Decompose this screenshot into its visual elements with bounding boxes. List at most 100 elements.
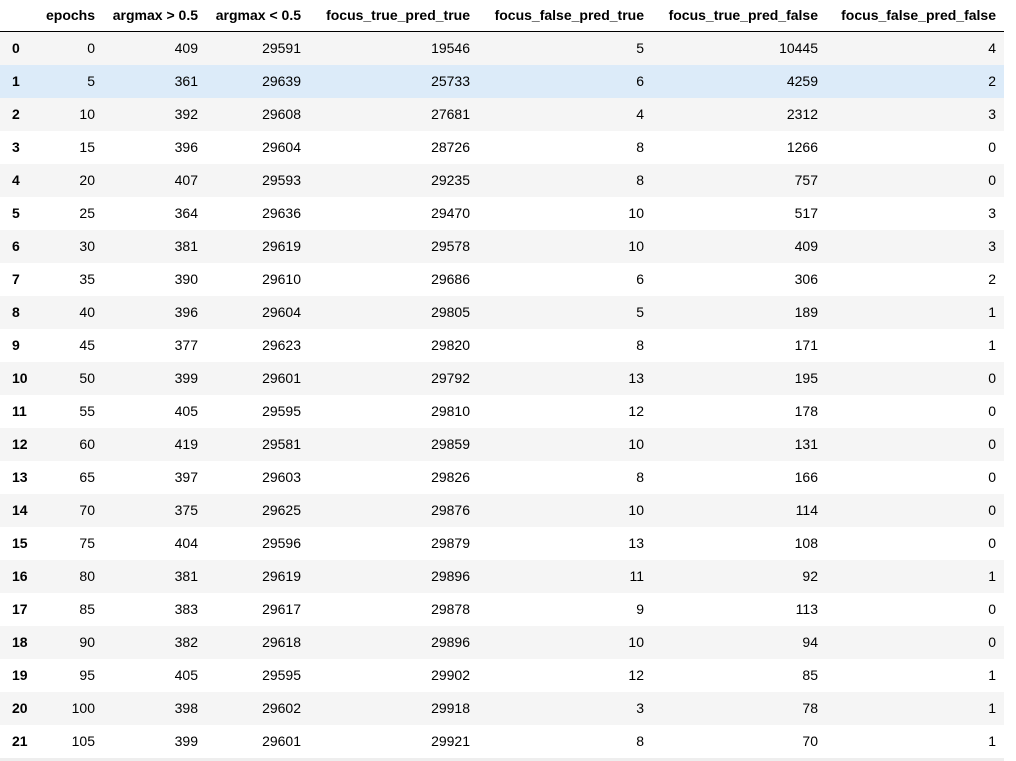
table-bottom-edge: [0, 757, 1004, 761]
table-cell: 30: [79, 238, 95, 254]
row-index: 7: [12, 271, 20, 287]
table-cell: 377: [174, 337, 198, 353]
column-header-epochs: epochs: [45, 6, 95, 23]
table-row: 11 55 405 29595 29810 12 178 0: [0, 395, 1004, 428]
table-cell: 35: [79, 271, 95, 287]
table-cell: 8: [636, 733, 644, 749]
table-row: 10 50 399 29601 29792 13 195 0: [0, 361, 1004, 395]
table-cell: 100: [71, 700, 95, 716]
table-cell: 29619: [262, 238, 301, 254]
table-cell: 29610: [262, 271, 301, 287]
table-cell: 29792: [431, 370, 470, 386]
table-cell: 29603: [262, 469, 301, 485]
column-header-focus-true-pred-false: focus_true_pred_false: [668, 6, 818, 23]
table-cell: 29618: [262, 634, 301, 650]
table-row: 19 95 405 29595 29902 12 85 1: [0, 659, 1004, 692]
row-index: 6: [12, 238, 20, 254]
table-cell: 178: [794, 403, 818, 419]
table-row: 9 45 377 29623 29820 8 171 1: [0, 329, 1004, 362]
table-cell: 10: [628, 436, 644, 452]
table-cell: 29921: [431, 733, 470, 749]
table-cell: 166: [794, 469, 818, 485]
header-row: epochs argmax > 0.5 argmax < 0.5 focus_t…: [0, 0, 1004, 32]
table-cell: 8: [636, 469, 644, 485]
row-index: 5: [12, 205, 20, 221]
table-cell: 29601: [262, 370, 301, 386]
table-cell: 10: [628, 238, 644, 254]
table-row: 12 60 419 29581 29859 10 131 0: [0, 427, 1004, 461]
table-cell: 13: [628, 535, 644, 551]
table-row: 3 15 396 29604 28726 8 1266 0: [0, 131, 1004, 164]
row-index: 4: [12, 172, 20, 188]
table-cell: 29878: [431, 601, 470, 617]
table-cell: 105: [71, 733, 95, 749]
table-cell: 195: [794, 370, 818, 386]
table-cell: 114: [795, 502, 818, 518]
table-cell: 131: [794, 436, 818, 452]
table-row: 16 80 381 29619 29896 11 92 1: [0, 559, 1004, 593]
row-index: 16: [12, 568, 28, 584]
table-cell: 10: [628, 502, 644, 518]
column-header-argmax-lt: argmax < 0.5: [215, 6, 301, 23]
column-header-argmax-gt: argmax > 0.5: [112, 6, 198, 23]
table-cell: 29470: [431, 205, 470, 221]
table-row: 13 65 397 29603 29826 8 166 0: [0, 461, 1004, 494]
table-cell: 29625: [262, 502, 301, 518]
table-cell: 65: [79, 469, 95, 485]
table-row: 7 35 390 29610 29686 6 306 2: [0, 263, 1004, 296]
table-row: 5 25 364 29636 29470 10 517 3: [0, 197, 1004, 230]
table-cell: 29578: [431, 238, 470, 254]
table-cell: 29602: [262, 700, 301, 716]
table-cell: 29581: [262, 436, 301, 452]
table-cell: 50: [79, 370, 95, 386]
table-cell: 0: [988, 139, 996, 155]
table-cell: 399: [174, 370, 198, 386]
table-cell: 28726: [431, 139, 470, 155]
table-cell: 13: [628, 370, 644, 386]
table-cell: 29636: [262, 205, 301, 221]
table-cell: 95: [79, 667, 95, 683]
table-cell: 0: [988, 469, 996, 485]
table-row: 17 85 383 29617 29878 9 113 0: [0, 593, 1004, 626]
table-cell: 381: [174, 238, 198, 254]
table-cell: 29617: [262, 601, 301, 617]
table-cell: 29805: [431, 304, 470, 320]
table-cell: 29826: [431, 469, 470, 485]
table-cell: 392: [174, 106, 198, 122]
table-cell: 29595: [262, 667, 301, 683]
column-header-focus-false-pred-true: focus_false_pred_true: [494, 6, 644, 23]
table-cell: 10: [628, 205, 644, 221]
table-cell: 405: [174, 403, 198, 419]
table-cell: 29639: [262, 73, 301, 89]
row-index: 13: [12, 469, 28, 485]
table-cell: 1: [988, 700, 996, 716]
table-cell: 108: [794, 535, 818, 551]
table-cell: 381: [174, 568, 198, 584]
table-cell: 0: [988, 370, 996, 386]
table-row: 8 40 396 29604 29805 5 189 1: [0, 295, 1004, 329]
table-cell: 29595: [262, 403, 301, 419]
table-cell: 40: [79, 304, 95, 320]
row-index: 19: [12, 667, 28, 683]
table-cell: 3: [636, 700, 644, 716]
table-cell: 397: [174, 469, 198, 485]
table-cell: 390: [174, 271, 198, 287]
table-cell: 419: [174, 436, 198, 452]
table-cell: 92: [802, 568, 818, 584]
table-cell: 0: [988, 601, 996, 617]
table-cell: 10: [628, 634, 644, 650]
row-index: 15: [12, 535, 28, 551]
table-cell: 60: [79, 436, 95, 452]
table-cell: 361: [174, 73, 198, 89]
table-cell: 27681: [431, 106, 470, 122]
table-cell: 29876: [431, 502, 470, 518]
table-cell: 757: [794, 172, 818, 188]
table-cell: 29623: [262, 337, 301, 353]
column-header-focus-true-pred-true: focus_true_pred_true: [326, 6, 470, 23]
table-cell: 1: [988, 304, 996, 320]
table-cell: 85: [79, 601, 95, 617]
table-row: 0 0 409 29591 19546 5 10445 4: [0, 31, 1004, 65]
table-cell: 171: [794, 337, 818, 353]
table-cell: 29619: [262, 568, 301, 584]
